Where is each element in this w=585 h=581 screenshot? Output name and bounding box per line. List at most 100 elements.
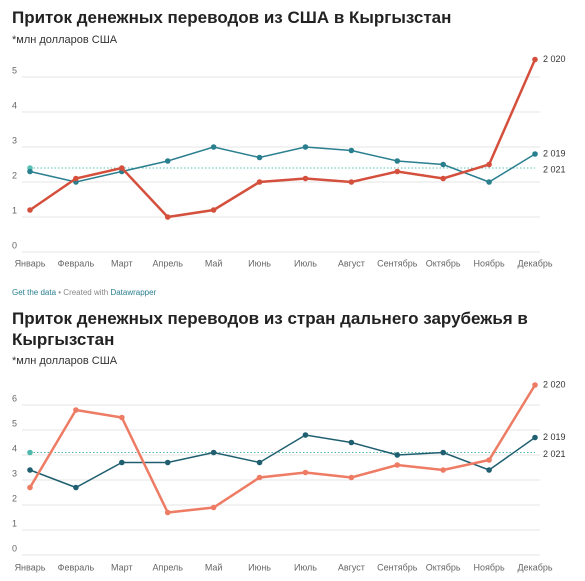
data-point bbox=[302, 469, 309, 476]
data-point bbox=[486, 179, 492, 185]
x-tick-label: Март bbox=[111, 562, 133, 572]
data-point bbox=[164, 459, 171, 466]
data-point bbox=[348, 474, 355, 481]
x-tick-label: Сентябрь bbox=[377, 562, 418, 572]
data-point bbox=[348, 179, 355, 185]
data-point bbox=[394, 168, 401, 175]
data-point bbox=[532, 382, 538, 388]
y-tick-label: 6 bbox=[12, 393, 17, 403]
data-point bbox=[27, 467, 33, 473]
chart-title: Приток денежных переводов из США в Кыргы… bbox=[12, 8, 452, 27]
series-line bbox=[28, 384, 537, 514]
chart-subtitle: *млн долларов США bbox=[12, 34, 118, 46]
series-line bbox=[29, 434, 536, 489]
x-tick-label: Август bbox=[338, 258, 365, 268]
data-point bbox=[210, 504, 217, 511]
data-point bbox=[256, 474, 263, 481]
data-point bbox=[532, 56, 538, 63]
x-tick-label: Ноябрь bbox=[473, 562, 505, 572]
data-point bbox=[119, 165, 125, 171]
chart-subtitle: *млн долларов США bbox=[12, 355, 118, 367]
data-point bbox=[210, 207, 217, 213]
x-tick-label: Июль bbox=[294, 562, 317, 572]
y-tick-label: 2 bbox=[12, 170, 17, 180]
x-tick-label: Ноябрь bbox=[473, 258, 505, 268]
y-tick-label: 2 bbox=[12, 493, 17, 503]
data-point bbox=[27, 168, 33, 175]
x-tick-label: Март bbox=[111, 258, 133, 268]
x-tick-label: Май bbox=[205, 562, 223, 572]
series-label: 2 019 bbox=[543, 432, 566, 442]
series-label: 2 020 bbox=[543, 379, 566, 389]
y-tick-label: 4 bbox=[12, 100, 17, 110]
data-point bbox=[210, 144, 217, 150]
chart: 0 1 2 3 4 5 6 Январь Февраль Март Апрель Май Июнь Июл… bbox=[12, 379, 566, 572]
data-point bbox=[348, 147, 355, 154]
x-tick-label: Февраль bbox=[58, 258, 95, 268]
data-point bbox=[119, 459, 125, 466]
y-tick-label: 1 bbox=[12, 518, 17, 528]
data-point bbox=[440, 175, 446, 182]
data-point bbox=[486, 467, 492, 473]
x-tick-label: Октябрь bbox=[426, 562, 461, 572]
data-point bbox=[210, 449, 217, 456]
data-point bbox=[394, 462, 401, 468]
data-point bbox=[440, 467, 446, 473]
credit: • Created with bbox=[58, 288, 109, 297]
x-tick-label: Октябрь bbox=[426, 258, 461, 268]
data-point bbox=[348, 439, 355, 446]
data-point bbox=[486, 457, 492, 463]
data-point bbox=[440, 161, 446, 168]
x-tick-label: Май bbox=[205, 258, 223, 268]
x-tick-label: Июль bbox=[294, 258, 317, 268]
series-label: 2 021 bbox=[543, 449, 566, 459]
data-point bbox=[73, 484, 79, 491]
data-point bbox=[27, 484, 33, 491]
data-point bbox=[532, 434, 538, 441]
chart: 0 1 2 3 4 5 Январь Февраль Март Апрель Май Июнь Июль… bbox=[12, 54, 566, 269]
x-tick-label: Декабрь bbox=[517, 562, 552, 572]
x-tick-label: Июнь bbox=[248, 562, 271, 572]
series-label: 2 021 bbox=[543, 164, 566, 174]
data-point bbox=[394, 452, 401, 458]
x-tick-label: Июнь bbox=[248, 258, 271, 268]
y-tick-label: 5 bbox=[12, 418, 17, 428]
data-point bbox=[164, 158, 171, 164]
data-point bbox=[302, 432, 309, 438]
data-point bbox=[27, 449, 33, 456]
x-tick-label: Февраль bbox=[58, 562, 95, 572]
y-tick-label: 3 bbox=[12, 135, 17, 145]
data-point bbox=[164, 509, 171, 516]
data-point bbox=[256, 154, 263, 161]
x-tick-label: Декабрь bbox=[517, 258, 552, 268]
series-line bbox=[29, 146, 536, 183]
x-tick-label: Январь bbox=[15, 562, 46, 572]
data-point bbox=[394, 158, 401, 164]
data-point bbox=[256, 179, 263, 185]
y-tick-label: 1 bbox=[12, 205, 17, 215]
data-point bbox=[256, 459, 263, 466]
data-point bbox=[73, 175, 79, 182]
data-point bbox=[164, 214, 171, 220]
data-point bbox=[119, 414, 125, 421]
data-link[interactable]: Get the data bbox=[12, 288, 57, 297]
brand-link[interactable]: Datawrapper bbox=[110, 288, 157, 297]
x-tick-label: Апрель bbox=[152, 562, 183, 572]
series-line bbox=[29, 58, 537, 219]
data-point bbox=[302, 175, 309, 182]
data-point bbox=[486, 161, 492, 168]
data-point bbox=[27, 207, 33, 213]
x-tick-label: Сентябрь bbox=[377, 258, 418, 268]
y-tick-label: 4 bbox=[12, 443, 17, 453]
chart-title: Приток денежных переводов из стран дальн… bbox=[12, 309, 528, 349]
data-point bbox=[302, 144, 309, 150]
y-tick-label: 0 bbox=[12, 543, 17, 553]
series-label: 2 020 bbox=[543, 54, 566, 64]
data-point bbox=[73, 407, 79, 413]
data-point bbox=[440, 449, 446, 456]
data-point bbox=[532, 151, 538, 157]
y-tick-label: 0 bbox=[12, 240, 17, 250]
series-label: 2 019 bbox=[543, 148, 566, 158]
x-tick-label: Август bbox=[338, 562, 365, 572]
